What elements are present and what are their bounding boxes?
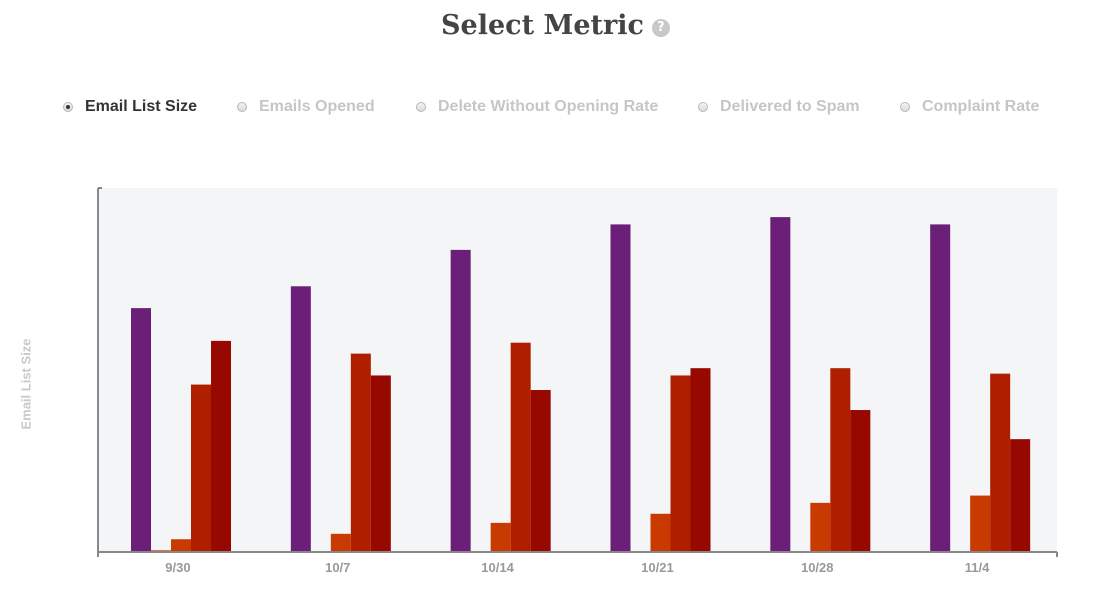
radio-icon[interactable] (900, 102, 910, 112)
bar (350, 353, 371, 552)
bar (171, 539, 191, 552)
bar (131, 308, 151, 552)
metric-option-delete-without-opening-rate[interactable]: Delete Without Opening Rate (416, 96, 658, 118)
header: Select Metric? (0, 10, 1111, 41)
bar (670, 375, 691, 552)
x-tick-label: 10/7 (325, 560, 350, 575)
bar (930, 224, 951, 552)
help-icon[interactable]: ? (651, 18, 670, 37)
metric-option-email-list-size[interactable]: Email List Size (63, 96, 197, 118)
metric-label: Delivered to Spam (720, 98, 860, 115)
metric-option-delivered-to-spam[interactable]: Delivered to Spam (698, 96, 860, 118)
radio-icon[interactable] (237, 102, 247, 112)
x-tick-label: 10/14 (481, 560, 514, 575)
radio-icon[interactable] (698, 102, 708, 112)
metric-label: Emails Opened (259, 98, 375, 115)
bar (990, 373, 1011, 552)
bar (211, 340, 231, 552)
x-tick-label: 9/30 (165, 560, 190, 575)
x-tick-label: 10/21 (641, 560, 674, 575)
bar (450, 249, 471, 552)
radio-checked-icon[interactable] (63, 102, 73, 112)
radio-icon[interactable] (416, 102, 426, 112)
bar (370, 375, 391, 552)
metric-label: Delete Without Opening Rate (438, 98, 659, 115)
bar (770, 217, 791, 552)
page-title: Select Metric (441, 10, 644, 41)
metric-option-emails-opened[interactable]: Emails Opened (237, 96, 375, 118)
bar (530, 390, 551, 552)
x-tick-label: 10/28 (801, 560, 834, 575)
bar (490, 522, 511, 552)
bar (290, 286, 311, 552)
bar (510, 342, 531, 552)
bar (1010, 439, 1031, 552)
bar (830, 368, 851, 552)
metric-label: Complaint Rate (922, 98, 1040, 115)
bar (690, 368, 711, 552)
bar (850, 410, 871, 552)
metric-label: Email List Size (85, 98, 198, 115)
bar (970, 495, 991, 552)
bar (610, 224, 631, 552)
plot-area (98, 188, 1057, 552)
bar (650, 513, 671, 552)
bar (191, 384, 211, 552)
bar (810, 502, 831, 552)
bar (330, 533, 351, 552)
x-tick-label: 11/4 (965, 560, 990, 575)
metric-option-complaint-rate[interactable]: Complaint Rate (900, 96, 1039, 118)
